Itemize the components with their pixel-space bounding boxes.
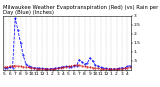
Text: Milwaukee Weather Evapotranspiration (Red) (vs) Rain per Day (Blue) (Inches): Milwaukee Weather Evapotranspiration (Re… [3,5,159,15]
